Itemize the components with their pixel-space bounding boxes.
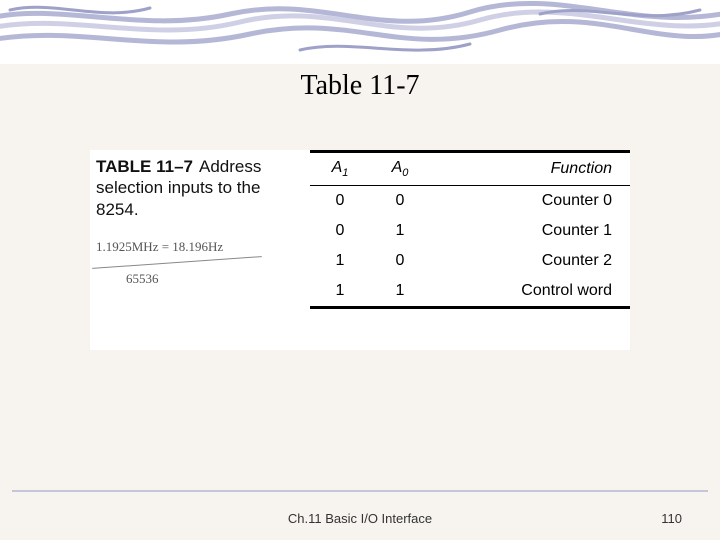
cell-function: Counter 0: [430, 186, 630, 217]
banner-svg: [0, 0, 720, 64]
table-figure: TABLE 11–7Address selection inputs to th…: [90, 150, 630, 350]
col-header-function: Function: [430, 152, 630, 186]
table-row: 0 0 Counter 0: [310, 186, 630, 217]
cell-function: Counter 1: [430, 216, 630, 246]
table-row: 1 1 Control word: [310, 276, 630, 306]
table-row: 0 1 Counter 1: [310, 216, 630, 246]
cell-a1: 0: [310, 216, 370, 246]
cell-a0: 0: [370, 246, 430, 276]
handwritten-annotation: 1.1925MHz = 18.196Hz 65536: [96, 238, 300, 288]
handwriting-line1: 1.1925MHz = 18.196Hz: [96, 238, 300, 256]
slide-title: Table 11-7: [0, 70, 720, 102]
col-header-a1: A1: [310, 152, 370, 186]
cell-function: Control word: [430, 276, 630, 306]
cell-a0: 1: [370, 276, 430, 306]
handwriting-divider: [92, 256, 262, 269]
cell-a1: 1: [310, 246, 370, 276]
handwriting-line2: 65536: [126, 270, 300, 288]
cell-a1: 1: [310, 276, 370, 306]
col-header-a0: A0: [370, 152, 430, 186]
caption-label: TABLE 11–7: [96, 157, 193, 176]
table-bottom-rule: [310, 306, 630, 309]
footer-text: Ch.11 Basic I/O Interface: [0, 511, 720, 526]
cell-a0: 1: [370, 216, 430, 246]
address-selection-table: A1 A0 Function 0 0 Counter 0 0 1 Counter…: [310, 150, 630, 350]
decorative-banner: [0, 0, 720, 64]
table-header-row: A1 A0 Function: [310, 152, 630, 186]
footer-rule: [12, 490, 708, 492]
cell-a1: 0: [310, 186, 370, 217]
page-number: 110: [661, 511, 682, 526]
cell-function: Counter 2: [430, 246, 630, 276]
table-row: 1 0 Counter 2: [310, 246, 630, 276]
cell-a0: 0: [370, 186, 430, 217]
table-caption: TABLE 11–7Address selection inputs to th…: [90, 150, 310, 350]
